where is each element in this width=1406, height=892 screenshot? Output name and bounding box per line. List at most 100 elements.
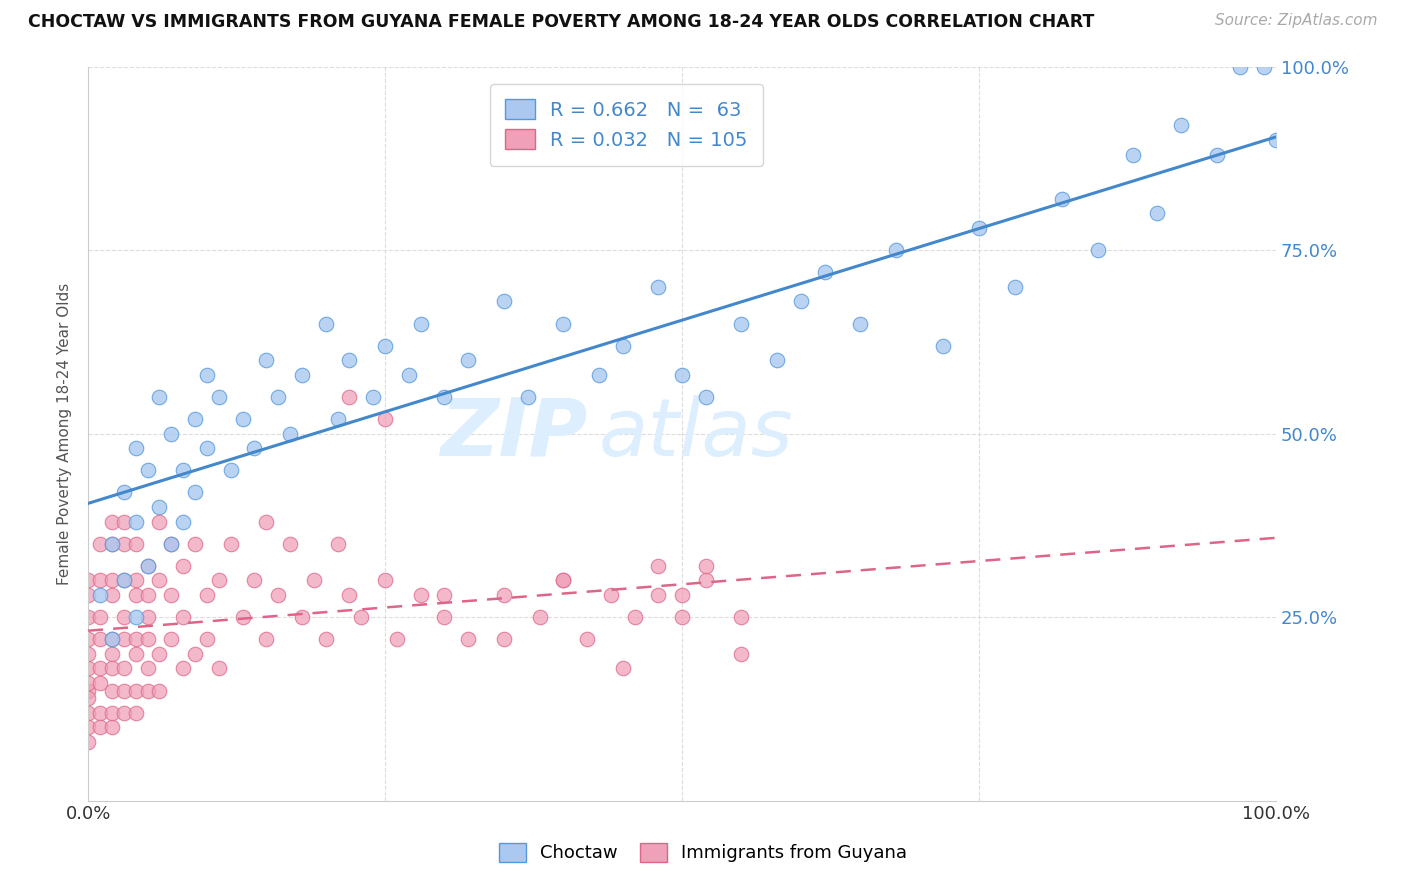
Point (1229, 60, 1251, 74)
Point (101, 515, 124, 529)
Point (112, 683, 135, 698)
Point (77, 676, 100, 690)
Point (219, 537, 242, 551)
Point (112, 706, 135, 720)
Point (77, 735, 100, 749)
Point (172, 610, 194, 624)
Point (291, 610, 314, 624)
Point (374, 338, 396, 352)
Point (208, 661, 231, 675)
Point (77, 706, 100, 720)
Point (124, 588, 146, 602)
Point (112, 574, 135, 588)
Point (124, 632, 146, 647)
Point (409, 588, 432, 602)
Point (232, 610, 254, 624)
Point (326, 412, 349, 426)
Point (148, 647, 170, 661)
Point (77, 610, 100, 624)
Point (112, 661, 135, 675)
Point (195, 588, 218, 602)
Point (136, 683, 159, 698)
Point (243, 574, 266, 588)
Point (101, 706, 124, 720)
Point (1265, 133, 1288, 147)
Point (433, 588, 456, 602)
Text: ZIP: ZIP (440, 394, 588, 473)
Point (433, 610, 456, 624)
Point (195, 368, 218, 382)
Point (89, 574, 111, 588)
Point (160, 632, 183, 647)
Point (219, 463, 242, 477)
Point (623, 610, 645, 624)
Point (160, 426, 183, 441)
Legend: R = 0.662   N =  63, R = 0.032   N = 105: R = 0.662 N = 63, R = 0.032 N = 105 (489, 84, 763, 166)
Point (695, 574, 717, 588)
Y-axis label: Female Poverty Among 18-24 Year Olds: Female Poverty Among 18-24 Year Olds (58, 283, 72, 585)
Point (184, 412, 207, 426)
Point (101, 588, 124, 602)
Point (160, 537, 183, 551)
Point (184, 485, 207, 500)
Text: CHOCTAW VS IMMIGRANTS FROM GUYANA FEMALE POVERTY AMONG 18-24 YEAR OLDS CORRELATI: CHOCTAW VS IMMIGRANTS FROM GUYANA FEMALE… (28, 13, 1094, 31)
Point (89, 661, 111, 675)
Point (101, 683, 124, 698)
Point (77, 574, 100, 588)
Point (89, 632, 111, 647)
Point (112, 537, 135, 551)
Point (254, 632, 277, 647)
Point (374, 412, 396, 426)
Point (148, 390, 170, 404)
Point (89, 588, 111, 602)
Point (278, 426, 301, 441)
Point (730, 317, 752, 331)
Point (124, 706, 146, 720)
Point (529, 610, 551, 624)
Point (160, 588, 183, 602)
Point (492, 632, 515, 647)
Point (112, 574, 135, 588)
Point (89, 676, 111, 690)
Point (172, 661, 194, 675)
Point (967, 221, 990, 235)
Point (790, 294, 813, 309)
Point (101, 661, 124, 675)
Point (101, 720, 124, 734)
Point (339, 588, 361, 602)
Point (730, 647, 752, 661)
Point (89, 706, 111, 720)
Point (124, 574, 146, 588)
Point (647, 558, 669, 573)
Point (1004, 280, 1026, 294)
Point (291, 368, 314, 382)
Point (136, 610, 159, 624)
Point (374, 574, 396, 588)
Point (148, 500, 170, 514)
Point (302, 574, 325, 588)
Point (433, 390, 456, 404)
Point (813, 265, 835, 279)
Point (576, 632, 599, 647)
Point (647, 280, 669, 294)
Point (208, 574, 231, 588)
Point (101, 537, 124, 551)
Point (599, 588, 621, 602)
Point (136, 463, 159, 477)
Point (492, 294, 515, 309)
Point (350, 610, 373, 624)
Point (612, 661, 634, 675)
Text: Source: ZipAtlas.com: Source: ZipAtlas.com (1215, 13, 1378, 29)
Point (101, 574, 124, 588)
Point (89, 720, 111, 734)
Point (884, 243, 907, 257)
Point (671, 368, 693, 382)
Point (172, 515, 194, 529)
Point (409, 317, 432, 331)
Point (89, 610, 111, 624)
Point (77, 683, 100, 698)
Point (124, 683, 146, 698)
Point (267, 390, 290, 404)
Point (267, 588, 290, 602)
Point (1122, 147, 1144, 161)
